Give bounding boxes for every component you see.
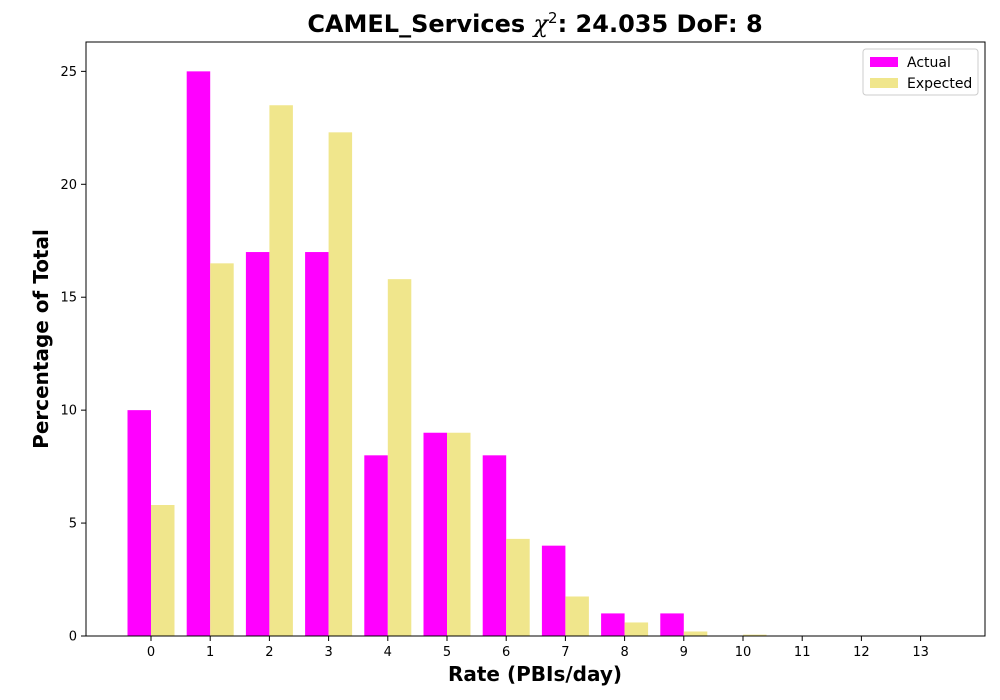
bar-actual-4 [364, 455, 388, 636]
bar-expected-1 [210, 263, 234, 636]
y-tick-label-20: 20 [60, 178, 77, 193]
bar-actual-0 [127, 410, 151, 636]
bar-expected-8 [624, 622, 649, 636]
bar-actual-5 [423, 432, 447, 636]
bar-actual-7 [541, 545, 566, 636]
x-tick-label-10: 10 [735, 645, 752, 660]
bar-expected-7 [565, 596, 589, 636]
bar-actual-9 [660, 613, 684, 636]
bar-expected-10 [743, 634, 767, 636]
x-tick-label-0: 0 [147, 645, 155, 660]
bar-actual-6 [482, 455, 507, 636]
plot-frame [85, 41, 986, 637]
bar-expected-3 [328, 132, 353, 636]
x-tick-label-11: 11 [794, 645, 811, 660]
x-tick-label-2: 2 [265, 645, 273, 660]
x-tick-label-5: 5 [443, 645, 451, 660]
bar-expected-6 [506, 538, 530, 636]
bar-actual-3 [305, 252, 329, 637]
x-tick-label-3: 3 [324, 645, 332, 660]
legend: Actual Expected [862, 48, 979, 96]
x-tick-label-13: 13 [912, 645, 929, 660]
bar-expected-0 [151, 505, 175, 636]
x-tick-label-1: 1 [206, 645, 214, 660]
y-tick-label-15: 15 [60, 291, 77, 306]
x-tick-label-7: 7 [561, 645, 569, 660]
y-tick-label-5: 5 [69, 517, 77, 532]
x-tick-label-4: 4 [384, 645, 392, 660]
bar-expected-4 [387, 279, 412, 636]
x-tick-label-8: 8 [620, 645, 628, 660]
x-tick-label-9: 9 [680, 645, 688, 660]
bar-actual-8 [601, 613, 625, 636]
legend-swatch-actual [870, 57, 898, 67]
x-axis-label: Rate (PBIs/day) [448, 662, 622, 686]
x-tick-label-12: 12 [853, 645, 870, 660]
y-tick-label-25: 25 [60, 65, 77, 80]
x-tick-label-6: 6 [502, 645, 510, 660]
chart-title: CAMEL_Services χ2: 24.035 DoF: 8 [307, 9, 762, 38]
y-tick-label-10: 10 [60, 404, 77, 419]
y-axis-label: Percentage of Total [29, 229, 53, 449]
y-tick-label-0: 0 [69, 630, 77, 645]
bar-actual-1 [186, 71, 211, 637]
bar-actual-2 [245, 252, 270, 637]
bar-expected-9 [683, 631, 708, 636]
bar-expected-2 [269, 105, 293, 637]
legend-label-actual: Actual [907, 55, 951, 71]
bar-expected-5 [447, 432, 471, 636]
legend-swatch-expected [870, 78, 898, 88]
legend-label-expected: Expected [907, 76, 972, 92]
